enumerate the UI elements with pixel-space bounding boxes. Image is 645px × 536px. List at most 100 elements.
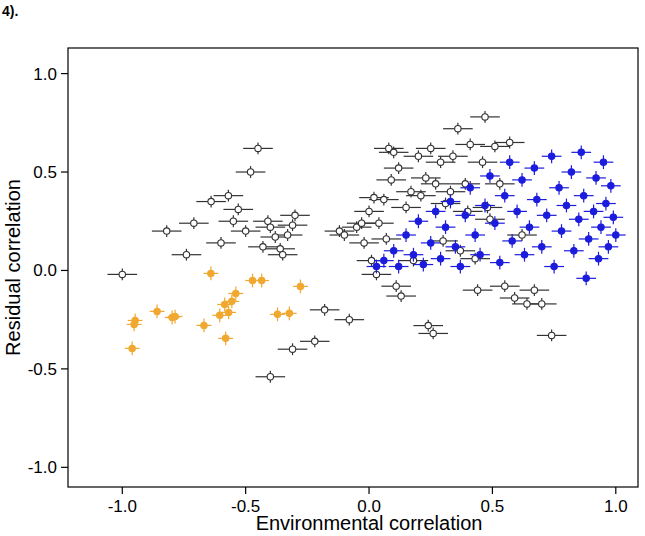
point — [428, 145, 434, 151]
point — [274, 311, 280, 317]
point — [388, 177, 394, 183]
point — [548, 153, 554, 159]
point — [497, 181, 503, 187]
point — [279, 252, 285, 258]
point — [506, 139, 512, 145]
series — [367, 145, 626, 285]
point — [222, 335, 228, 341]
point — [457, 263, 463, 269]
point — [514, 208, 520, 214]
y-tick — [61, 270, 68, 271]
x-tick — [245, 487, 246, 494]
x-tick-label: 1.0 — [604, 497, 628, 516]
point — [479, 159, 485, 165]
point — [366, 208, 372, 214]
x-tick — [368, 487, 369, 494]
point — [440, 238, 446, 244]
point — [361, 240, 367, 246]
point — [603, 200, 609, 206]
point — [119, 271, 125, 277]
y-axis-label: Residual correlation — [2, 179, 24, 356]
point — [249, 277, 255, 283]
point — [255, 145, 261, 151]
x-tick-label: -1.0 — [108, 497, 137, 516]
x-tick — [615, 487, 616, 494]
x-tick — [122, 487, 123, 494]
point — [423, 175, 429, 181]
point — [183, 252, 189, 258]
point — [403, 204, 409, 210]
point — [415, 218, 421, 224]
point — [218, 240, 224, 246]
point — [267, 224, 273, 230]
point — [534, 196, 540, 202]
point — [164, 228, 170, 234]
point — [502, 192, 508, 198]
point — [613, 232, 619, 238]
point — [341, 232, 347, 238]
point — [452, 244, 458, 250]
point — [381, 196, 387, 202]
point — [531, 287, 537, 293]
point — [415, 153, 421, 159]
point — [598, 224, 604, 230]
point — [235, 206, 241, 212]
y-tick-label: -0.5 — [28, 360, 57, 379]
point — [583, 275, 589, 281]
point — [420, 261, 426, 267]
point — [221, 301, 227, 307]
point — [242, 228, 248, 234]
point — [610, 214, 616, 220]
point — [492, 143, 498, 149]
point — [289, 222, 295, 228]
point — [217, 312, 223, 318]
point — [408, 189, 414, 195]
point — [519, 177, 525, 183]
point — [391, 248, 397, 254]
point — [539, 244, 545, 250]
point — [548, 332, 554, 338]
series — [125, 267, 308, 356]
y-tick — [61, 73, 68, 74]
point — [418, 192, 424, 198]
point — [563, 202, 569, 208]
point — [297, 283, 303, 289]
point — [432, 208, 438, 214]
point — [373, 263, 379, 269]
point — [312, 338, 318, 344]
point — [410, 252, 416, 258]
y-tick-label: 0.5 — [33, 163, 57, 182]
point — [447, 198, 453, 204]
point — [442, 224, 448, 230]
annotation: 4). — [2, 3, 18, 19]
point — [511, 295, 517, 301]
point — [395, 263, 401, 269]
point — [425, 322, 431, 328]
x-tick-label: 0.5 — [481, 497, 505, 516]
point — [526, 224, 532, 230]
point — [292, 212, 298, 218]
point — [437, 255, 443, 261]
point — [129, 345, 135, 351]
point — [391, 149, 397, 155]
y-tick-label: 1.0 — [33, 65, 57, 84]
point — [225, 309, 231, 315]
point — [247, 169, 253, 175]
y-tick — [61, 368, 68, 369]
point — [172, 313, 178, 319]
point — [368, 257, 374, 263]
point — [600, 159, 606, 165]
point — [551, 263, 557, 269]
point — [482, 114, 488, 120]
plot-area — [107, 111, 625, 383]
point — [531, 165, 537, 171]
point — [447, 189, 453, 195]
point — [233, 290, 239, 296]
point — [132, 317, 138, 323]
point — [346, 316, 352, 322]
point — [462, 212, 468, 218]
plot-frame — [68, 48, 638, 487]
point — [492, 220, 498, 226]
point — [430, 330, 436, 336]
point — [585, 236, 591, 242]
